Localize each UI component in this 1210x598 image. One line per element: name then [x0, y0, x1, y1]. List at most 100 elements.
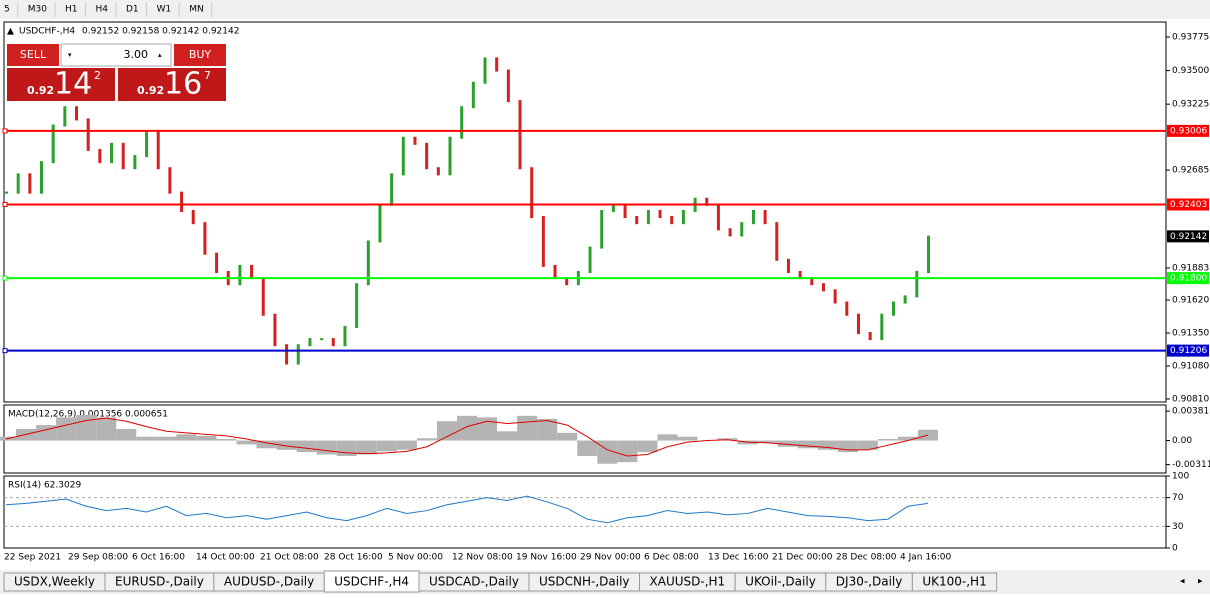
bid-box[interactable]: [7, 68, 115, 101]
macd-bar: [477, 417, 498, 441]
tab-label[interactable]: XAUUSD-,H1: [650, 575, 726, 589]
candle: [658, 209, 662, 219]
candle: [716, 203, 720, 231]
timeframe-button[interactable]: H1: [65, 5, 78, 15]
ask-frac: 7: [204, 69, 211, 82]
level-handle[interactable]: [2, 201, 8, 207]
macd-bar: [356, 440, 377, 455]
timeframe-button[interactable]: W1: [157, 5, 172, 15]
volume-box[interactable]: [60, 43, 172, 67]
x-tick-label: 28 Dec 08:00: [836, 553, 897, 563]
ask-box[interactable]: [118, 68, 226, 101]
candle: [285, 344, 289, 365]
bid-frac: 2: [94, 69, 101, 82]
candle: [261, 277, 265, 316]
candle: [611, 203, 615, 212]
candle: [821, 283, 825, 292]
candle: [75, 106, 79, 121]
y-tick-label: 100: [1172, 472, 1189, 482]
macd-bar: [517, 415, 538, 441]
buy-label[interactable]: BUY: [189, 48, 212, 61]
sell-button[interactable]: [7, 44, 59, 66]
tab-label[interactable]: DJ30-,Daily: [836, 575, 903, 589]
toolbar: [0, 0, 1210, 19]
macd-bar: [817, 440, 838, 450]
y-tick-label: 0.003811: [1172, 407, 1210, 417]
y-tick-label: 0.90810: [1172, 394, 1209, 404]
candle: [86, 118, 90, 151]
timeframe-button[interactable]: M30: [28, 5, 47, 15]
macd-bar: [176, 434, 197, 441]
candle: [355, 283, 359, 328]
tab-label[interactable]: UKOil-,Daily: [745, 575, 816, 589]
ask-big: 0.92: [137, 84, 164, 97]
candle: [635, 216, 639, 225]
candle: [670, 216, 674, 225]
candle: [40, 161, 44, 194]
macd-bar: [36, 425, 57, 441]
sell-label[interactable]: SELL: [20, 48, 47, 61]
macd-bar: [456, 415, 478, 441]
x-tick-label: 4 Jan 16:00: [900, 553, 952, 563]
tab-label[interactable]: USDCHF-,H4: [334, 575, 409, 589]
volume[interactable]: 3.00: [124, 48, 149, 61]
macd-bar: [416, 438, 437, 441]
timeframe-button[interactable]: 5: [4, 5, 10, 15]
candle: [728, 228, 732, 237]
macd-title: MACD(12,26,9) 0.001356 0.000651: [8, 410, 168, 420]
candle: [215, 252, 219, 273]
macd-bar: [436, 421, 457, 441]
x-tick-label: 6 Oct 16:00: [132, 553, 185, 563]
tab-label[interactable]: USDX,Weekly: [14, 575, 95, 589]
scroll-right[interactable]: ▸: [1198, 577, 1203, 587]
chart-symbol: USDCHF-,H4: [19, 27, 75, 37]
candle: [763, 209, 767, 225]
candle: [483, 57, 487, 84]
candle: [63, 106, 67, 127]
macd-bar: [256, 440, 277, 449]
tab-label[interactable]: USDCAD-,Daily: [429, 575, 519, 589]
tab-label[interactable]: AUDUSD-,Daily: [224, 575, 314, 589]
y-tick-label: 0.91883: [1172, 263, 1209, 273]
x-tick-label: 29 Nov 00:00: [580, 553, 641, 563]
level-label-bg: [1167, 272, 1209, 285]
y-tick-label: 0.91620: [1172, 296, 1209, 306]
scroll-left[interactable]: ◂: [1180, 577, 1185, 587]
collapse-icon[interactable]: ▲: [7, 27, 14, 37]
tab-label[interactable]: EURUSD-,Daily: [115, 575, 204, 589]
timeframe-button[interactable]: MN: [189, 5, 204, 15]
volume-up[interactable]: ▴: [158, 51, 162, 59]
candle: [833, 289, 837, 304]
y-tick-label: 0.93775: [1172, 33, 1209, 43]
level-handle[interactable]: [2, 348, 8, 354]
candle: [588, 246, 592, 273]
macd-bar: [296, 440, 317, 453]
candle: [448, 136, 452, 176]
candle: [28, 173, 32, 194]
x-tick-label: 29 Sep 08:00: [68, 553, 128, 563]
macd-signal: [5, 417, 929, 457]
x-tick-label: 6 Dec 08:00: [644, 553, 699, 563]
rsi-line: [5, 495, 929, 524]
candle: [740, 222, 744, 237]
candle: [133, 155, 137, 170]
y-tick-label: 0.91350: [1172, 329, 1209, 339]
timeframe-button[interactable]: D1: [126, 5, 139, 15]
volume-down[interactable]: ▾: [68, 51, 72, 59]
tab[interactable]: [911, 572, 998, 592]
macd-bar: [136, 436, 157, 441]
macd-bar: [236, 440, 257, 445]
tab-label[interactable]: UK100-,H1: [922, 575, 986, 589]
buy-button[interactable]: [174, 44, 226, 66]
level-handle[interactable]: [2, 275, 8, 281]
tab-label[interactable]: USDCNH-,Daily: [539, 575, 630, 589]
candle: [343, 325, 347, 347]
candle: [145, 130, 149, 158]
level-label-bg: [1167, 344, 1209, 357]
level-handle[interactable]: [2, 128, 8, 134]
candle: [425, 142, 429, 170]
bid-pips: 14: [54, 67, 92, 102]
timeframe-button[interactable]: H4: [95, 5, 108, 15]
macd-bar: [276, 440, 297, 450]
